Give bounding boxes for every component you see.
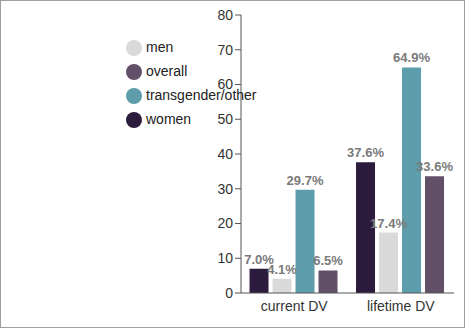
svg-text:37.6%: 37.6% (347, 145, 384, 160)
svg-text:4.1%: 4.1% (267, 262, 297, 277)
svg-text:current DV: current DV (261, 298, 329, 314)
svg-text:64.9%: 64.9% (393, 50, 430, 65)
svg-text:70: 70 (217, 42, 233, 58)
svg-text:0: 0 (225, 285, 233, 301)
svg-text:lifetime DV: lifetime DV (367, 298, 435, 314)
svg-text:60: 60 (217, 76, 233, 92)
svg-text:10: 10 (217, 250, 233, 266)
svg-text:40: 40 (217, 146, 233, 162)
svg-text:20: 20 (217, 215, 233, 231)
svg-text:17.4%: 17.4% (370, 216, 407, 231)
svg-text:6.5%: 6.5% (313, 253, 343, 268)
svg-text:29.7%: 29.7% (287, 173, 324, 188)
svg-text:33.6%: 33.6% (416, 159, 453, 174)
svg-text:50: 50 (217, 111, 233, 127)
svg-text:30: 30 (217, 181, 233, 197)
svg-text:80: 80 (217, 7, 233, 23)
